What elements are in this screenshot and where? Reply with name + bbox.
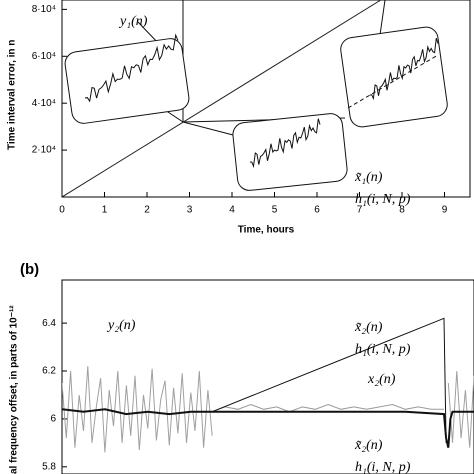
y-axis-label: al frequency offset, in parts of 10⁻¹² (9, 305, 20, 474)
annotation: h₁(i, N, p) (355, 460, 411, 474)
data-line (62, 408, 474, 448)
annotation: x̃₁(n) (354, 170, 383, 185)
data-line (62, 366, 213, 453)
y-tick-label: 6 (50, 414, 56, 425)
data-line (62, 0, 382, 197)
x-tick-label: 4 (229, 205, 235, 216)
x-tick-label: 8 (399, 205, 405, 216)
annotation: y₂(n) (106, 318, 136, 333)
inset-trend (347, 54, 439, 109)
x-tick-label: 0 (59, 205, 65, 216)
y-tick-label: 5.8 (42, 461, 56, 472)
inset-trace (84, 33, 179, 103)
annotation: x̃₂(n) (354, 320, 383, 335)
data-line (447, 370, 474, 448)
x-tick-label: 3 (187, 205, 193, 216)
y-tick-label: 6.4 (42, 318, 56, 329)
y-axis-label: Time interval error, in n (7, 40, 18, 150)
x-tick-label: 6 (314, 205, 320, 216)
annotation: h₁(i, N, p) (355, 192, 411, 207)
annotation: x₂(n) (367, 372, 396, 387)
data-line (212, 403, 444, 413)
y-tick-label: 8·10⁴ (32, 4, 56, 15)
x-tick-label: 2 (144, 205, 150, 216)
y-tick-label: 6.2 (42, 366, 56, 377)
inset-trace (369, 37, 439, 101)
y-tick-label: 4·10⁴ (32, 98, 56, 109)
inset-traces (84, 33, 439, 169)
plot-frame (61, 0, 471, 198)
y-tick-label: 6·10⁴ (32, 51, 56, 62)
annotation: x̃₂(n) (354, 438, 383, 453)
x-tick-label: 7 (357, 205, 363, 216)
x-tick-label: 1 (102, 205, 108, 216)
inset-trace (249, 118, 321, 169)
x-axis-label: Time, hours (238, 225, 295, 236)
x-tick-label: 5 (272, 205, 278, 216)
plot-frame (61, 279, 474, 474)
annotation: h₁(i, N, p) (355, 342, 411, 357)
inset-callouts (64, 0, 448, 191)
annotation: y₁(n) (118, 14, 148, 29)
data-line (212, 317, 447, 443)
y-tick-label: 2·10⁴ (32, 145, 56, 156)
x-tick-label: 9 (442, 205, 448, 216)
panel-label: (b) (20, 261, 39, 278)
